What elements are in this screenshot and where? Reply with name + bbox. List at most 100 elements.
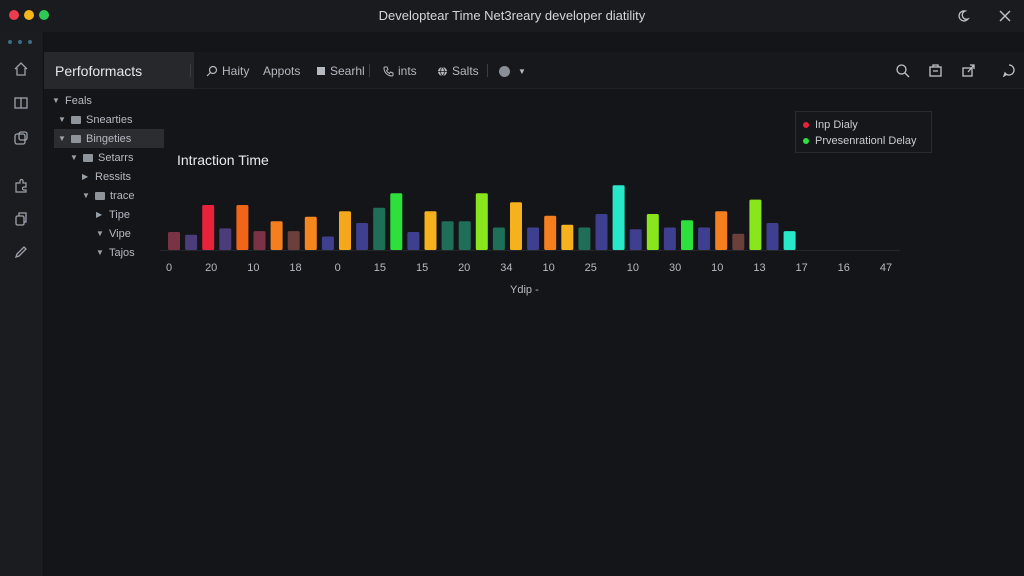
chart-bar (595, 214, 608, 250)
toolbar-item-haity[interactable]: Haity (206, 63, 249, 79)
chart-bar (407, 232, 420, 250)
activity-bar (0, 32, 44, 576)
x-axis-label: Ydip - (510, 284, 539, 296)
circle-dropdown-icon (499, 65, 510, 77)
phone-icon (383, 66, 394, 77)
minimize-window-button[interactable] (24, 10, 34, 20)
chart-bar (304, 216, 317, 250)
legend-swatch (803, 138, 809, 144)
folder-icon (71, 115, 81, 124)
tree-item-label: Ressits (95, 170, 132, 183)
chart-bar (441, 221, 454, 250)
legend-item: Inp Dialy (803, 117, 924, 133)
folder-icon (83, 153, 93, 162)
chart-legend: Inp Dialy Prvesenrationl Delay (795, 111, 932, 153)
toolbar-item-searhl[interactable]: Searhl (316, 63, 365, 79)
chart-bar (510, 202, 522, 250)
x-tick-label: 20 (458, 262, 470, 274)
x-tick-label: 13 (753, 262, 765, 274)
maximize-window-button[interactable] (39, 10, 49, 20)
tree-item-label: Tajos (109, 246, 135, 259)
legend-label: Inp Dialy (815, 119, 858, 131)
x-tick-label: 15 (416, 262, 428, 274)
folder-icon (95, 191, 105, 200)
x-tick-label: 16 (838, 262, 850, 274)
chart-bar (783, 231, 796, 250)
legend-item: Prvesenrationl Delay (803, 133, 924, 149)
tree-item-tipe[interactable]: ▶ Tipe (96, 205, 162, 224)
tree-item-ressits[interactable]: ▶ Ressits (82, 167, 162, 186)
extensions-icon[interactable] (10, 127, 32, 149)
chart-bar (544, 215, 557, 250)
home-icon[interactable] (10, 58, 32, 80)
x-tick-label: 10 (627, 262, 639, 274)
tree-item-tajos[interactable]: ▼ Tajos (96, 243, 162, 262)
chart-title: Intraction Time (177, 152, 269, 168)
chevron-right-icon: ▶ (82, 172, 89, 181)
chevron-down-icon: ▼ (518, 66, 526, 76)
close-icon[interactable] (995, 6, 1015, 26)
chart-bar (766, 223, 779, 250)
card-icon (317, 67, 325, 75)
tree-item-label: trace (110, 189, 135, 202)
divider (369, 64, 370, 77)
x-tick-label: 30 (669, 262, 681, 274)
x-tick-label: 10 (247, 262, 259, 274)
moon-icon[interactable] (953, 6, 973, 26)
chart-bar (373, 207, 386, 250)
toolbar-item-ints[interactable]: ints (383, 63, 417, 79)
status-dropdown[interactable]: ▼ (499, 63, 526, 79)
tree-item-label: Vipe (109, 227, 131, 240)
search-icon[interactable] (892, 60, 912, 80)
window-title: Developtear Time Net3reary developer dia… (378, 8, 646, 23)
share-icon[interactable] (958, 60, 978, 80)
chart-bar (527, 227, 540, 250)
tree-item-vipe[interactable]: ▼ Vipe (96, 224, 162, 243)
tree-item-setarrs[interactable]: ▼ Setarrs (70, 148, 162, 167)
chart-bar (339, 211, 351, 250)
book-icon[interactable] (10, 92, 32, 114)
tree-item-label: Tipe (109, 208, 130, 221)
search-icon (206, 65, 218, 77)
tree-item-label: Feals (65, 94, 92, 107)
chart-bar (681, 220, 693, 250)
close-window-button[interactable] (9, 10, 19, 20)
tree-item-trace[interactable]: ▼ trace (82, 186, 162, 205)
x-tick-label: 10 (542, 262, 554, 274)
chart-bar (321, 236, 334, 250)
chart-bar (492, 227, 505, 250)
chart-bar (646, 214, 659, 250)
x-tick-label: 17 (795, 262, 807, 274)
tab-performance[interactable]: Perfoformacts (44, 52, 194, 89)
globe-icon (438, 66, 447, 77)
chevron-down-icon: ▼ (82, 191, 90, 200)
pen-icon[interactable] (10, 241, 32, 263)
copy-icon[interactable] (10, 208, 32, 230)
title-bar: Developtear Time Net3reary developer dia… (0, 0, 1024, 32)
x-tick-label: 0 (166, 262, 172, 274)
x-tick-label: 47 (880, 262, 892, 274)
tree-item-snearties[interactable]: ▼ Snearties (58, 110, 162, 129)
chevron-right-icon: ▶ (96, 210, 103, 219)
tree-item-bingeties[interactable]: ▼ Bingeties (54, 129, 164, 148)
puzzle-icon[interactable] (10, 175, 32, 197)
toolbar-item-salts[interactable]: Salts (437, 63, 479, 79)
chart-bar (356, 223, 369, 250)
toolbar-item-label: Searhl (330, 64, 365, 78)
package-icon[interactable] (925, 60, 945, 80)
x-tick-label: 18 (289, 262, 301, 274)
toolbar: Perfoformacts Haity Appots Searhl ints S… (44, 52, 1024, 89)
toolbar-item-appots[interactable]: Appots (263, 63, 300, 79)
chart-bar (732, 233, 745, 250)
chat-icon[interactable] (999, 60, 1019, 80)
chart-bar (253, 231, 266, 250)
toolbar-item-label: ints (398, 64, 417, 78)
chart-bar (475, 193, 488, 250)
x-tick-label: 20 (205, 262, 217, 274)
chart-bar (424, 211, 437, 250)
chart-bar (185, 234, 198, 250)
tree-item-label: Bingeties (86, 132, 132, 145)
x-tick-label: 34 (500, 262, 512, 274)
chart-bar (612, 185, 625, 250)
tree-item-feals[interactable]: ▼ Feals (52, 91, 162, 110)
